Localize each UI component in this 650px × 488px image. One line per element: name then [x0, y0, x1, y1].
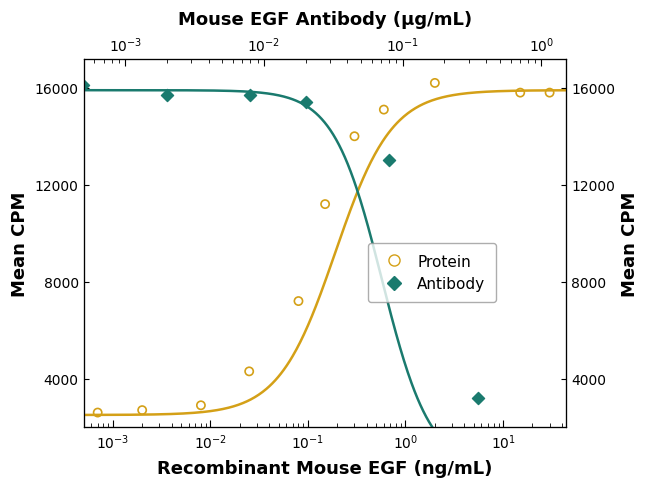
Y-axis label: Mean CPM: Mean CPM	[621, 191, 639, 296]
Point	[384, 157, 395, 165]
Point	[379, 106, 389, 114]
Point	[547, 460, 558, 468]
Point	[473, 394, 484, 402]
Y-axis label: Mean CPM: Mean CPM	[11, 191, 29, 296]
Point	[349, 133, 359, 141]
Point	[92, 409, 103, 417]
Point	[293, 298, 304, 305]
Point	[430, 80, 440, 88]
Point	[320, 201, 330, 208]
Point	[300, 99, 311, 107]
Point	[162, 92, 172, 100]
X-axis label: Mouse EGF Antibody (μg/mL): Mouse EGF Antibody (μg/mL)	[178, 11, 472, 29]
Point	[137, 407, 148, 414]
Legend: Protein, Antibody: Protein, Antibody	[369, 244, 496, 302]
Point	[196, 402, 206, 409]
X-axis label: Recombinant Mouse EGF (ng/mL): Recombinant Mouse EGF (ng/mL)	[157, 459, 493, 477]
Point	[245, 92, 255, 100]
Point	[515, 89, 525, 97]
Point	[244, 367, 254, 375]
Point	[78, 82, 88, 90]
Point	[545, 89, 555, 97]
